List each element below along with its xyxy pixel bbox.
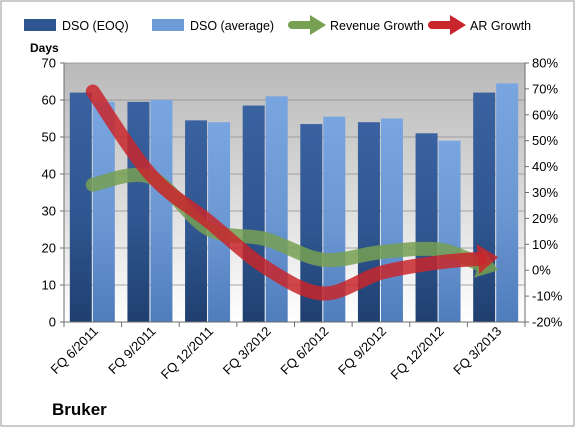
- right-axis-ticks: -20% -10% 0% 10% 20% 30% 40% 50% 60% 70% 80%: [532, 56, 563, 330]
- left-tick-label: 20: [42, 241, 56, 256]
- legend-swatch-dso-average-: [152, 19, 184, 31]
- bar: [127, 101, 150, 322]
- right-tick-label: 30%: [532, 185, 558, 200]
- right-tick-label: -10%: [532, 289, 563, 304]
- legend-arrow-ar-growth: [450, 15, 466, 35]
- right-tick-label: -20%: [532, 315, 563, 330]
- y-axis-title: Days: [30, 41, 59, 55]
- right-tick-label: 20%: [532, 211, 558, 226]
- growth-lines: [85, 84, 499, 301]
- bar: [415, 133, 438, 322]
- bar: [92, 101, 115, 322]
- company-name: Bruker: [52, 400, 107, 419]
- legend-arrow-revenue-growth: [310, 15, 326, 35]
- bar: [323, 116, 346, 323]
- left-tick-label: 10: [42, 278, 56, 293]
- right-tick-label: 0%: [532, 263, 551, 278]
- left-tick-label: 50: [42, 130, 56, 145]
- bar: [380, 118, 403, 322]
- bar: [300, 124, 323, 322]
- ar-growth-arrowhead: [476, 244, 499, 274]
- ar-growth-line: [85, 84, 488, 301]
- right-tick-label: 10%: [532, 237, 558, 252]
- bar: [265, 96, 288, 322]
- bar: [496, 83, 519, 322]
- left-tick-label: 0: [49, 315, 56, 330]
- legend-label-revenue-growth: Revenue Growth: [330, 19, 424, 33]
- right-tick-label: 60%: [532, 107, 558, 122]
- right-tick-label: 70%: [532, 81, 558, 96]
- axes: [60, 62, 529, 327]
- legend-swatch-dso-eoq-: [24, 19, 56, 31]
- bar: [473, 92, 496, 322]
- bar: [242, 105, 265, 322]
- left-axis-ticks: 0 10 20 30 40 50 60 70: [42, 56, 56, 330]
- right-tick-label: 50%: [532, 133, 558, 148]
- left-tick-label: 60: [42, 93, 56, 108]
- bar: [150, 100, 173, 322]
- right-tick-label: 80%: [532, 56, 558, 71]
- legend: DSO (EOQ) DSO (average) Revenue Growth AR G…: [24, 15, 531, 35]
- legend-label-ar-growth: AR Growth: [470, 19, 531, 33]
- left-tick-label: 70: [42, 56, 56, 71]
- legend-label-dso-eoq-: DSO (EOQ): [62, 19, 129, 33]
- legend-label-dso-average-: DSO (average): [190, 19, 274, 33]
- right-tick-label: 40%: [532, 159, 558, 174]
- bar: [357, 122, 380, 322]
- left-tick-label: 40: [42, 167, 56, 182]
- left-tick-label: 30: [42, 204, 56, 219]
- bar: [69, 92, 92, 322]
- bar: [438, 140, 461, 322]
